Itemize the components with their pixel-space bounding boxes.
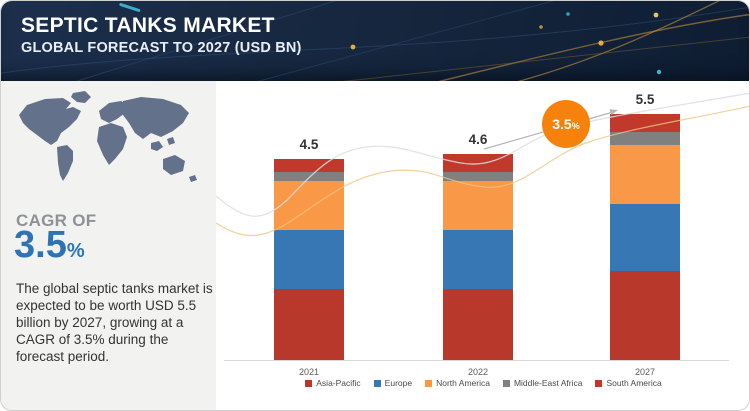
legend-swatch-icon	[595, 379, 603, 387]
segment-middle-east-africa	[443, 172, 513, 182]
cagr-percent-sign: %	[66, 240, 85, 262]
bar-2027: 5.5	[610, 92, 680, 360]
bar-total-label: 4.6	[468, 132, 488, 148]
legend: Asia-Pacific Europe North America Middle-Ea…	[216, 378, 749, 388]
legend-label: Europe	[384, 378, 413, 388]
x-tick-label: 2021	[298, 367, 320, 377]
segment-north-america	[443, 181, 513, 231]
cagr-number: 3.5	[14, 224, 67, 266]
segment-north-america	[610, 145, 680, 204]
legend-label: South America	[606, 378, 662, 388]
sidebar: CAGR OF 3.5% The global septic tanks mar…	[1, 81, 216, 410]
bar-total-label: 5.5	[635, 92, 655, 108]
segment-europe	[610, 203, 680, 271]
segment-north-america	[274, 181, 344, 231]
cagr-value: 3.5%	[14, 226, 85, 264]
legend-item-middle-east-africa: Middle-East Africa	[502, 378, 583, 388]
badge-value: 3.5	[552, 116, 572, 132]
segment-south-america	[610, 114, 680, 133]
segment-middle-east-africa	[274, 172, 344, 182]
legend-item-north-america: North America	[425, 378, 490, 388]
chart-area: 4.5 4.6 5.5 2021 2022 2027 3.5% Asia-Pacific…	[216, 81, 749, 410]
legend-item-south-america: South America	[595, 378, 662, 388]
badge-percent-sign: %	[571, 120, 580, 131]
legend-label: Middle-East Africa	[513, 378, 583, 388]
x-axis	[224, 360, 729, 361]
body: CAGR OF 3.5% The global septic tanks mar…	[1, 81, 749, 410]
header: SEPTIC TANKS MARKET GLOBAL FORECAST TO 2…	[1, 1, 749, 81]
x-tick-label: 2022	[467, 367, 489, 377]
legend-item-asia-pacific: Asia-Pacific	[305, 378, 361, 388]
segment-middle-east-africa	[610, 132, 680, 146]
segment-asia-pacific	[274, 288, 344, 360]
network-decoration	[1, 1, 749, 81]
segment-south-america	[443, 154, 513, 173]
page-title: SEPTIC TANKS MARKET	[21, 14, 275, 37]
segment-asia-pacific	[443, 288, 513, 360]
legend-item-europe: Europe	[373, 378, 413, 388]
cagr-badge: 3.5%	[542, 100, 590, 148]
market-description: The global septic tanks market is expect…	[16, 281, 213, 364]
segment-europe	[274, 230, 344, 289]
world-map-icon	[19, 91, 197, 182]
x-tick-label: 2027	[634, 367, 656, 377]
legend-swatch-icon	[305, 379, 313, 387]
segment-asia-pacific	[610, 270, 680, 360]
segment-europe	[443, 230, 513, 289]
bar-2021: 4.5	[274, 137, 344, 360]
segment-south-america	[274, 158, 344, 173]
legend-swatch-icon	[502, 379, 510, 387]
page-subtitle: GLOBAL FORECAST TO 2027 (USD BN)	[21, 40, 302, 56]
legend-swatch-icon	[425, 379, 433, 387]
legend-label: North America	[436, 378, 490, 388]
bar-2022: 4.6	[443, 132, 513, 360]
legend-label: Asia-Pacific	[316, 378, 361, 388]
legend-swatch-icon	[373, 379, 381, 387]
cagr-label: CAGR OF	[16, 211, 97, 230]
bar-total-label: 4.5	[299, 136, 319, 152]
